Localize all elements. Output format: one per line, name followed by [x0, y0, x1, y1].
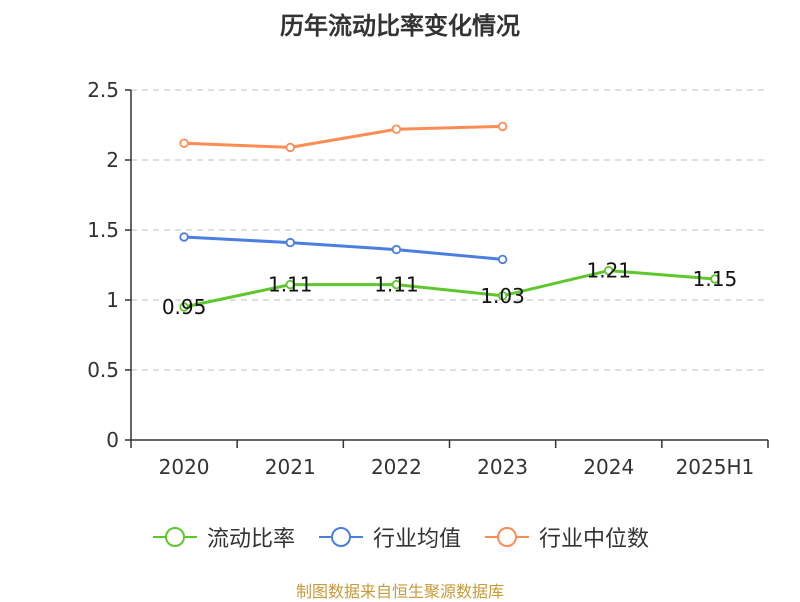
y-tick-label: 1.5 — [87, 218, 119, 242]
x-tick-label: 2020 — [159, 455, 210, 479]
data-label: 0.95 — [162, 295, 207, 319]
data-point-1 — [391, 244, 402, 255]
x-tick-label: 2023 — [477, 455, 528, 479]
data-source-note: 制图数据来自恒生聚源数据库 — [295, 582, 504, 601]
data-point-2 — [497, 121, 508, 132]
data-point-0 — [179, 302, 189, 312]
series-line-2 — [184, 124, 503, 149]
data-label: 1.21 — [586, 259, 631, 283]
data-point-0 — [391, 279, 402, 290]
legend-marker-industry-median — [485, 527, 529, 547]
x-tick-label: 2024 — [583, 455, 634, 479]
data-point-2 — [179, 138, 189, 148]
x-tick-label: 2022 — [371, 455, 422, 479]
data-point-2 — [391, 124, 402, 134]
data-point-0 — [604, 265, 614, 276]
data-point-1 — [497, 254, 508, 265]
legend-item-industry-mean[interactable]: 行业均值 — [317, 521, 461, 553]
data-label: 1.11 — [268, 273, 313, 297]
data-point-0 — [285, 279, 295, 290]
data-point-1 — [179, 232, 189, 242]
legend-label-industry-median: 行业中位数 — [539, 527, 650, 552]
data-point-1 — [285, 237, 295, 248]
x-tick-label: 2021 — [265, 455, 316, 479]
data-point-2 — [285, 142, 295, 153]
legend-label-current-ratio: 流动比率 — [206, 527, 295, 552]
chart-title: 历年流动比率变化情况 — [280, 12, 520, 40]
legend-item-current-ratio[interactable]: 流动比率 — [151, 521, 295, 553]
legend-label-industry-mean: 行业均值 — [372, 527, 461, 552]
legend-item-industry-median[interactable]: 行业中位数 — [483, 521, 649, 553]
y-tick-label: 2 — [106, 148, 119, 172]
legend-marker-industry-mean — [318, 527, 363, 547]
series-line-1 — [184, 235, 503, 261]
legend: 流动比率 行业均值 行业中位数 — [0, 520, 800, 554]
data-point-0 — [710, 274, 720, 284]
data-label: 1.11 — [374, 273, 419, 297]
data-label: 1.03 — [480, 284, 525, 308]
y-tick-label: 2.5 — [87, 78, 119, 102]
data-label: 1.15 — [693, 267, 738, 291]
y-tick-label: 0.5 — [87, 358, 119, 382]
y-tick-label: 0 — [106, 428, 119, 452]
legend-marker-current-ratio — [152, 527, 197, 547]
x-tick-label: 2025H1 — [676, 455, 755, 479]
series-line-0 — [183, 269, 716, 309]
y-tick-label: 1 — [106, 288, 119, 312]
data-point-0 — [497, 291, 508, 301]
